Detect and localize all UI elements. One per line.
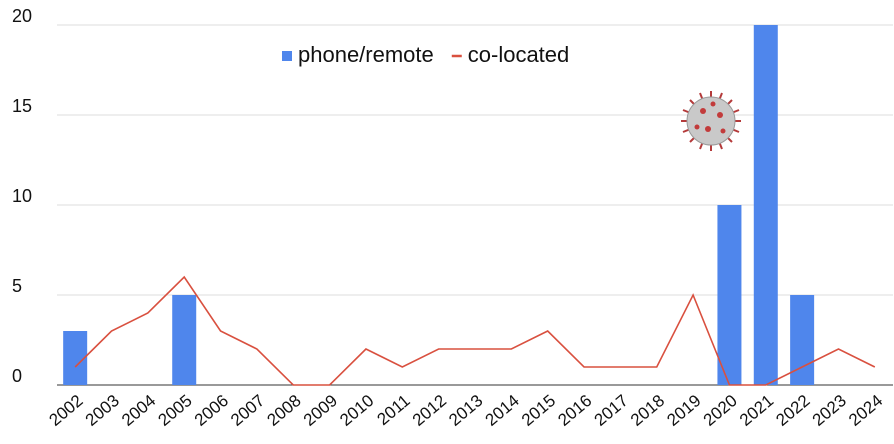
x-tick-label: 2014: [482, 391, 523, 430]
x-tick-label: 2016: [554, 391, 595, 430]
legend-label: phone/remote: [298, 42, 434, 67]
x-tick-label: 2017: [591, 391, 632, 430]
legend: phone/remote co-located: [282, 42, 569, 67]
x-tick-label: 2021: [736, 391, 777, 430]
y-tick-label: 5: [12, 276, 22, 296]
x-tick-label: 2004: [118, 391, 159, 430]
x-tick-label: 2010: [336, 391, 377, 430]
x-tick-label: 2013: [445, 391, 486, 430]
x-tick-label: 2024: [845, 391, 886, 430]
x-tick-label: 2020: [700, 391, 741, 430]
legend-label: co-located: [468, 42, 570, 67]
y-tick-label: 20: [12, 6, 32, 26]
x-tick-label: 2005: [154, 391, 195, 430]
y-tick-label: 10: [12, 186, 32, 206]
x-tick-label: 2009: [300, 391, 341, 430]
x-tick-label: 2023: [809, 391, 850, 430]
x-tick-label: 2002: [45, 391, 86, 430]
bar: [172, 295, 197, 385]
x-tick-label: 2007: [227, 391, 268, 430]
x-tick-label: 2003: [82, 391, 123, 430]
x-tick-label: 2008: [264, 391, 305, 430]
x-tick-label: 2018: [627, 391, 668, 430]
bar: [790, 295, 815, 385]
x-tick-label: 2006: [191, 391, 232, 430]
x-tick-label: 2015: [518, 391, 559, 430]
bar: [717, 205, 742, 385]
y-tick-label: 15: [12, 96, 32, 116]
x-tick-label: 2011: [374, 391, 414, 429]
y-tick-label: 0: [12, 366, 22, 386]
plot: 0 5 10 15 20 20022003200420052006200720082009…: [12, 6, 893, 430]
bar: [753, 25, 778, 385]
x-tick-label: 2012: [409, 391, 450, 430]
line: [74, 275, 876, 386]
x-tick-label: 2022: [772, 391, 813, 430]
legend-swatch: [282, 51, 292, 61]
x-tick-label: 2019: [663, 391, 704, 430]
virus-icon: [681, 91, 741, 151]
